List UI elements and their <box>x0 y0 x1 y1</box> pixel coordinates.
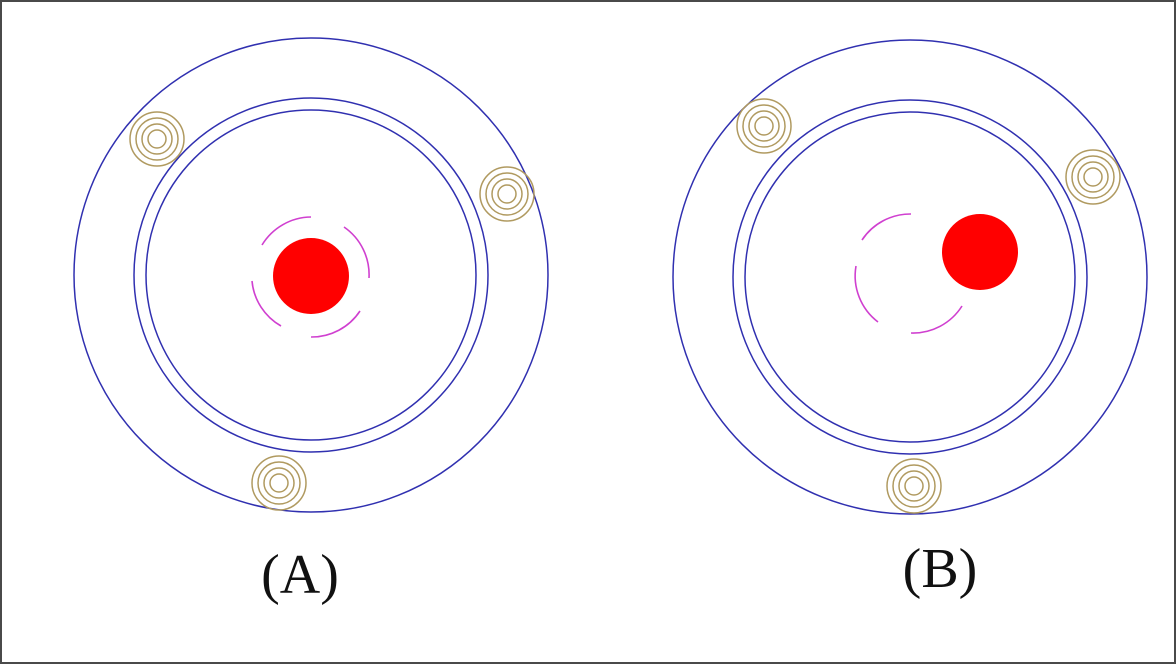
panel-a-label: (A) <box>261 544 339 606</box>
panel-b-roller-right <box>1065 149 1121 205</box>
panel-b-roller-bottom <box>886 458 942 514</box>
panel-a-inner-ring <box>145 109 477 441</box>
panel-b-inner-ring <box>744 111 1076 443</box>
panel-b-label: (B) <box>903 538 978 600</box>
panel-b-rotor <box>942 214 1018 290</box>
panel-b-orbit-arcs <box>854 213 963 334</box>
panel-b-outer-ring <box>672 39 1148 515</box>
panel-a-rotor <box>273 238 349 314</box>
panel-a-roller-top-left <box>129 111 185 167</box>
panel-b-roller-top-left <box>736 98 792 154</box>
panel-a-roller-bottom <box>251 455 307 511</box>
panel-b-middle-ring <box>732 99 1088 455</box>
panel-a-outer-ring <box>73 37 549 513</box>
panel-a-orbit-arcs <box>251 216 370 338</box>
panel-a: (A) <box>73 37 549 606</box>
panel-b: (B) <box>672 39 1148 600</box>
panel-a-roller-right <box>479 166 535 222</box>
panel-a-middle-ring <box>133 97 489 453</box>
